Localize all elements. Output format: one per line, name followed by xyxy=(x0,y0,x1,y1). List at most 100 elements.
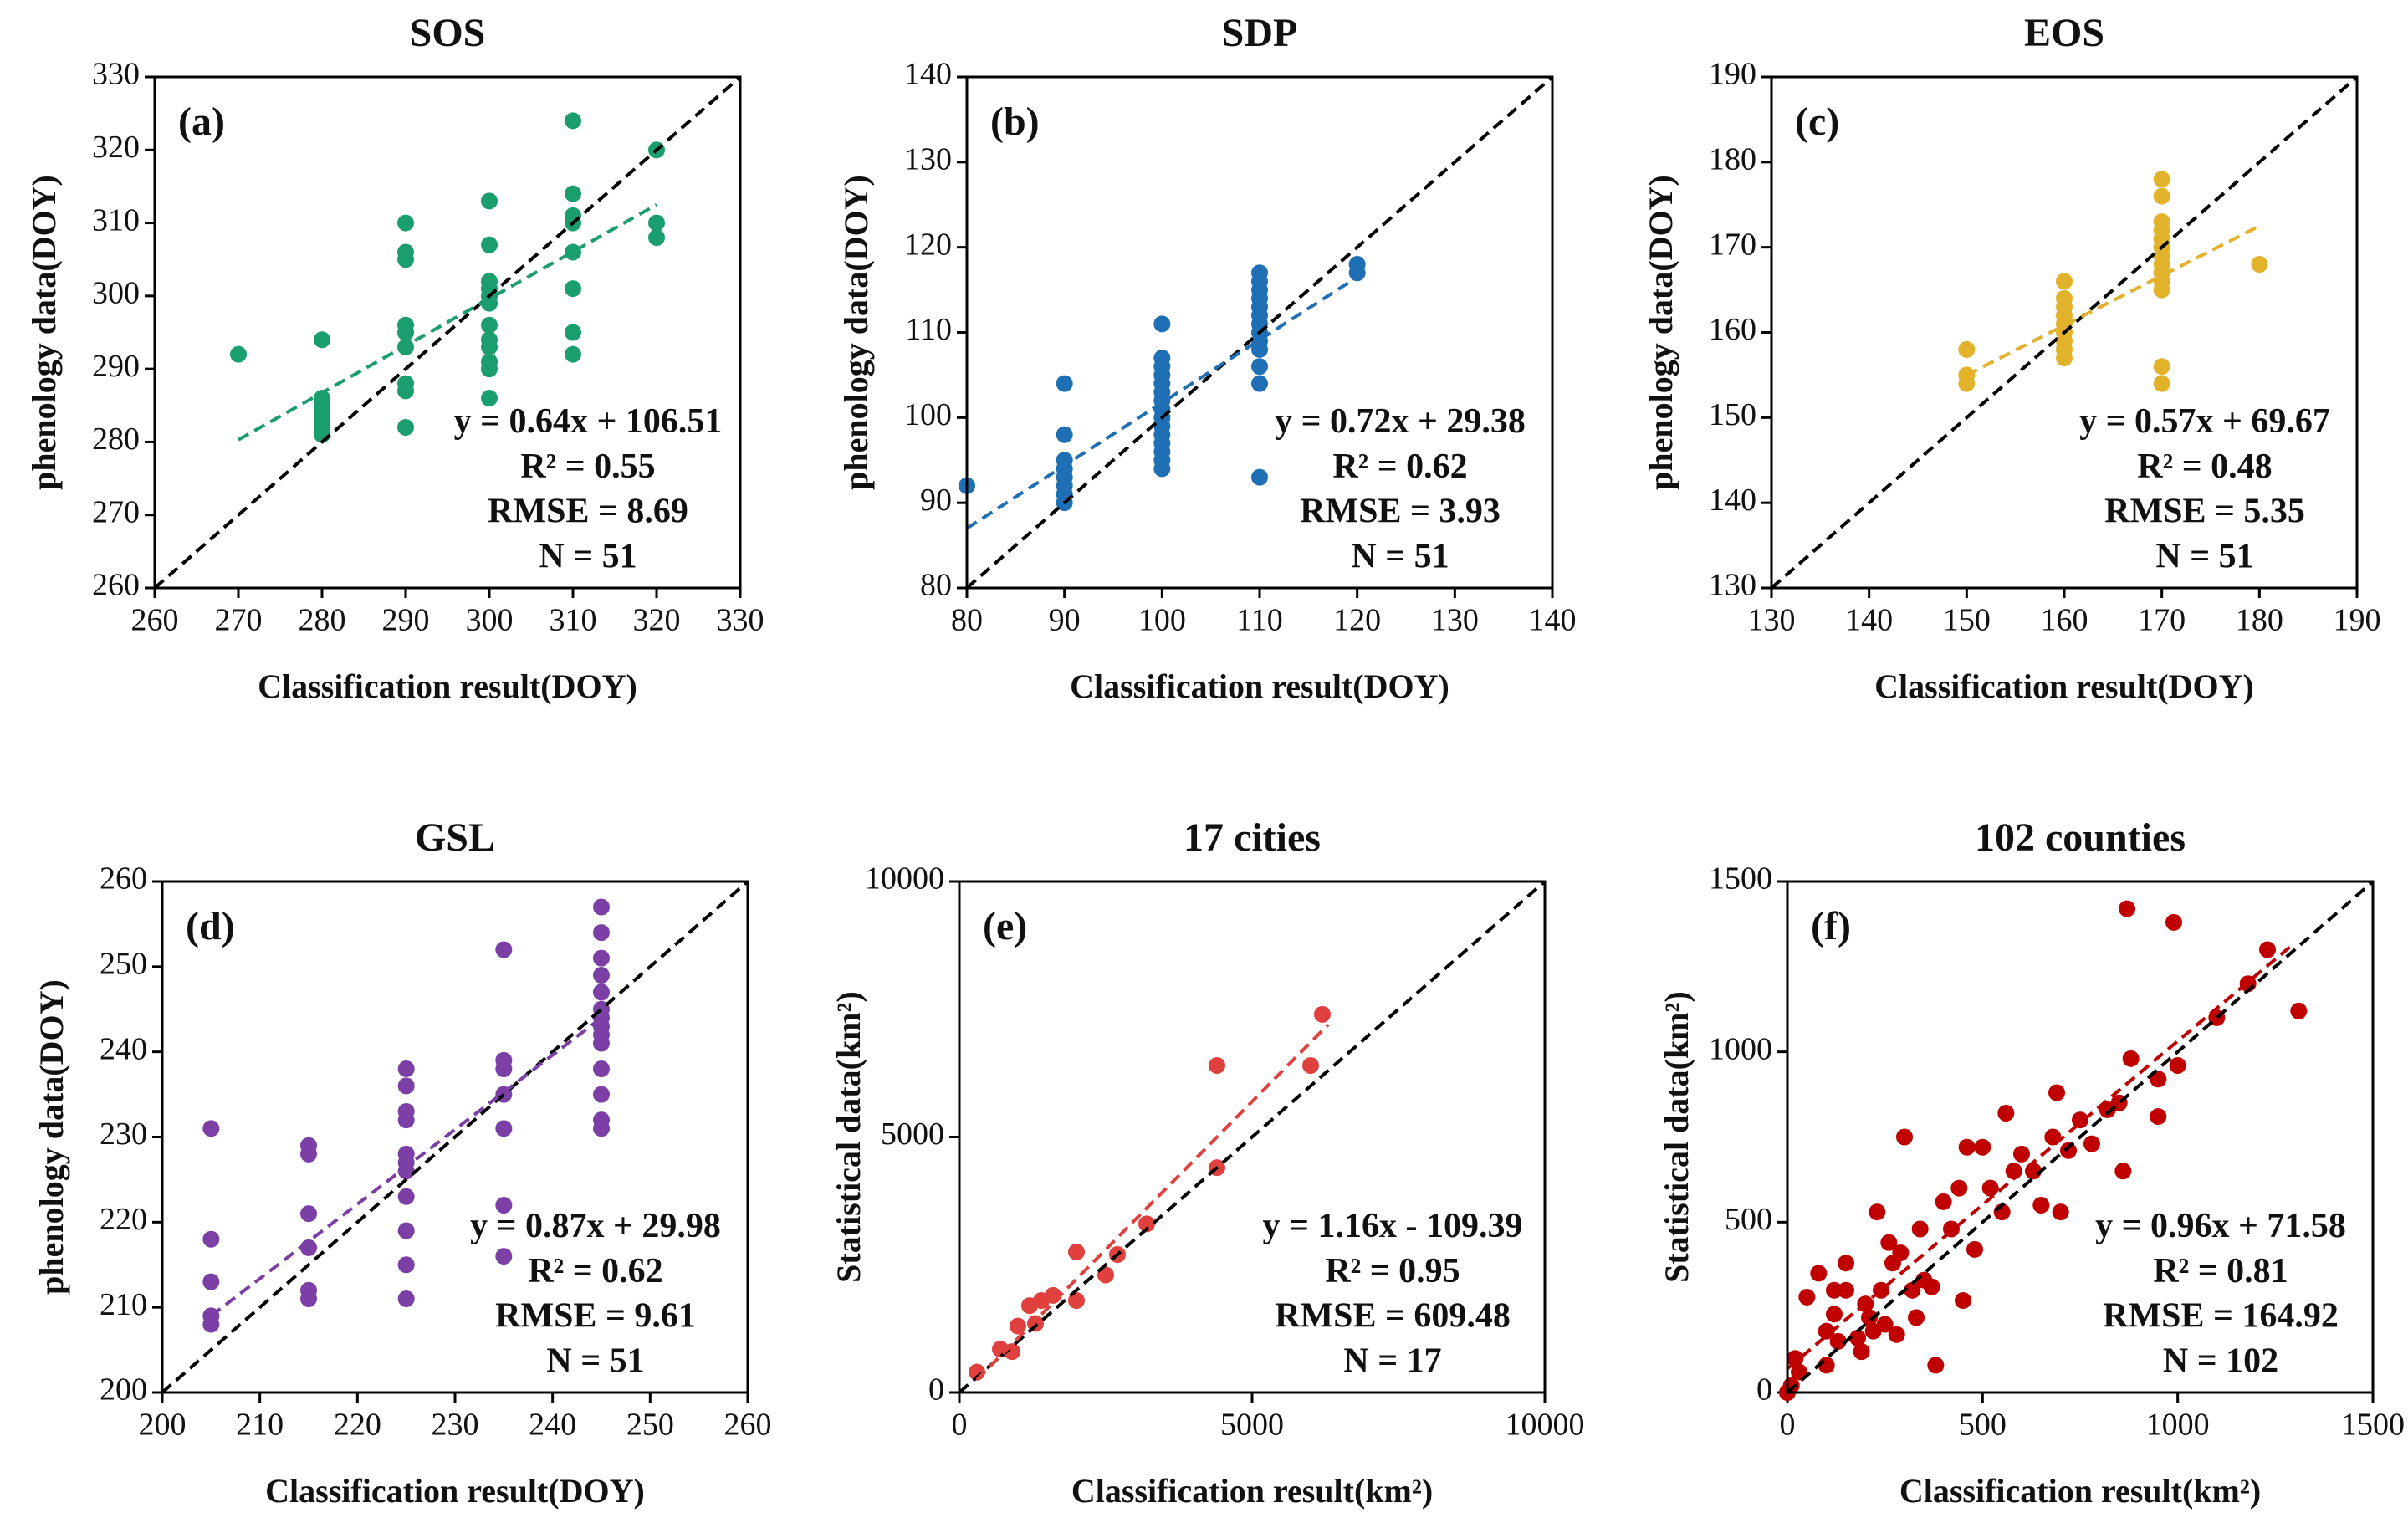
annotation: RMSE = 164.92 xyxy=(2103,1297,2339,1336)
data-point xyxy=(1880,1234,1898,1251)
data-point xyxy=(1010,1317,1026,1335)
panel-label: (e) xyxy=(983,904,1027,948)
y-axis-label: phenology data(DOY) xyxy=(1642,175,1679,490)
x-tick-label: 200 xyxy=(139,1408,187,1443)
data-point xyxy=(1869,1203,1886,1221)
data-point xyxy=(2119,900,2135,917)
data-point xyxy=(481,360,498,378)
data-point xyxy=(397,1290,415,1307)
y-tick-label: 230 xyxy=(100,1117,147,1152)
y-tick-label: 100 xyxy=(904,397,952,432)
data-point xyxy=(1021,1297,1038,1315)
y-tick-label: 130 xyxy=(1709,568,1756,603)
data-point xyxy=(593,949,610,967)
annotation: y = 0.57x + 69.67 xyxy=(2079,402,2330,441)
data-point xyxy=(1950,1179,1968,1197)
data-point xyxy=(2122,1050,2140,1067)
data-point xyxy=(2072,1111,2088,1129)
annotation: y = 0.96x + 71.58 xyxy=(2095,1207,2346,1245)
data-point xyxy=(481,338,498,355)
x-axis-label: Classification result(DOY) xyxy=(265,1472,645,1510)
y-tick-label: 170 xyxy=(1709,227,1756,262)
data-point xyxy=(1810,1265,1828,1282)
data-point xyxy=(1958,1138,1976,1156)
panel-title: 17 cities xyxy=(1184,815,1321,860)
fit-line xyxy=(975,1023,1330,1382)
plot-frame xyxy=(1786,880,2375,1394)
data-point xyxy=(1138,1215,1155,1233)
fit-line xyxy=(238,203,657,442)
data-point xyxy=(565,280,581,298)
data-point xyxy=(1861,1309,1878,1326)
annotation: R² = 0.48 xyxy=(2137,447,2272,486)
data-point xyxy=(2153,187,2170,205)
y-tick-label: 0 xyxy=(928,1372,944,1408)
y-tick-label: 160 xyxy=(1709,312,1756,347)
x-tick-label: 500 xyxy=(1959,1408,2007,1443)
data-point xyxy=(1911,1220,1929,1238)
x-tick-label: 10000 xyxy=(1506,1408,1585,1443)
y-tick-label: 330 xyxy=(92,57,140,92)
data-point xyxy=(1876,1316,1894,1333)
data-point xyxy=(593,924,610,942)
data-point xyxy=(648,214,665,232)
y-tick-label: 90 xyxy=(920,483,952,518)
x-tick-label: 150 xyxy=(1943,603,1991,638)
data-point xyxy=(202,1316,220,1333)
data-point xyxy=(495,1120,513,1137)
data-point xyxy=(397,214,414,232)
data-point xyxy=(397,1256,415,1274)
data-point xyxy=(1251,358,1268,376)
data-point xyxy=(495,1196,513,1214)
data-point xyxy=(1888,1326,1905,1343)
x-tick-label: 330 xyxy=(717,603,764,638)
data-point xyxy=(1974,1138,1991,1156)
data-point xyxy=(1892,1244,1910,1261)
fit-line xyxy=(965,275,1358,530)
data-point xyxy=(565,112,581,130)
y-tick-label: 260 xyxy=(100,861,147,897)
data-point xyxy=(1966,1240,1983,1258)
y-axis-label: phenology data(DOY) xyxy=(25,175,63,490)
x-tick-label: 5000 xyxy=(1220,1408,1284,1443)
annotation: y = 0.87x + 29.98 xyxy=(470,1207,721,1245)
x-tick-label: 180 xyxy=(2236,603,2283,638)
identity-line xyxy=(965,75,1554,590)
data-point xyxy=(1927,1357,1945,1374)
y-tick-label: 500 xyxy=(1725,1202,1772,1237)
data-point xyxy=(1251,375,1268,392)
annotation: y = 0.72x + 29.38 xyxy=(1275,402,1526,441)
annotation: N = 51 xyxy=(546,1341,644,1380)
data-point xyxy=(2056,350,2073,367)
annotation: RMSE = 8.69 xyxy=(488,493,688,531)
y-tick-label: 130 xyxy=(904,142,952,177)
data-point xyxy=(2150,1071,2167,1088)
data-point xyxy=(2056,273,2073,290)
annotation: y = 0.64x + 106.51 xyxy=(454,402,723,441)
x-tick-label: 210 xyxy=(236,1408,284,1443)
data-point xyxy=(2153,358,2170,376)
x-tick-label: 190 xyxy=(2334,603,2381,638)
y-tick-label: 150 xyxy=(1709,397,1756,432)
data-point xyxy=(1849,1329,1866,1346)
x-tick-label: 300 xyxy=(466,603,514,638)
data-point xyxy=(593,984,610,1001)
x-tick-label: 140 xyxy=(1845,603,1893,638)
data-point xyxy=(2153,171,2170,188)
data-point xyxy=(1826,1281,1843,1299)
data-point xyxy=(397,324,414,341)
panel-label: (a) xyxy=(178,100,225,144)
data-point xyxy=(1904,1281,1921,1299)
data-point xyxy=(593,967,610,984)
annotation: RMSE = 9.61 xyxy=(495,1297,696,1336)
x-tick-label: 310 xyxy=(550,603,597,638)
x-tick-label: 130 xyxy=(1748,603,1796,638)
annotation: RMSE = 609.48 xyxy=(1275,1297,1511,1336)
x-tick-label: 100 xyxy=(1138,603,1186,638)
data-point xyxy=(495,1248,513,1265)
data-point xyxy=(2060,1142,2077,1159)
data-point xyxy=(2153,375,2170,392)
x-tick-label: 230 xyxy=(432,1408,479,1443)
data-point xyxy=(1896,1128,1913,1146)
